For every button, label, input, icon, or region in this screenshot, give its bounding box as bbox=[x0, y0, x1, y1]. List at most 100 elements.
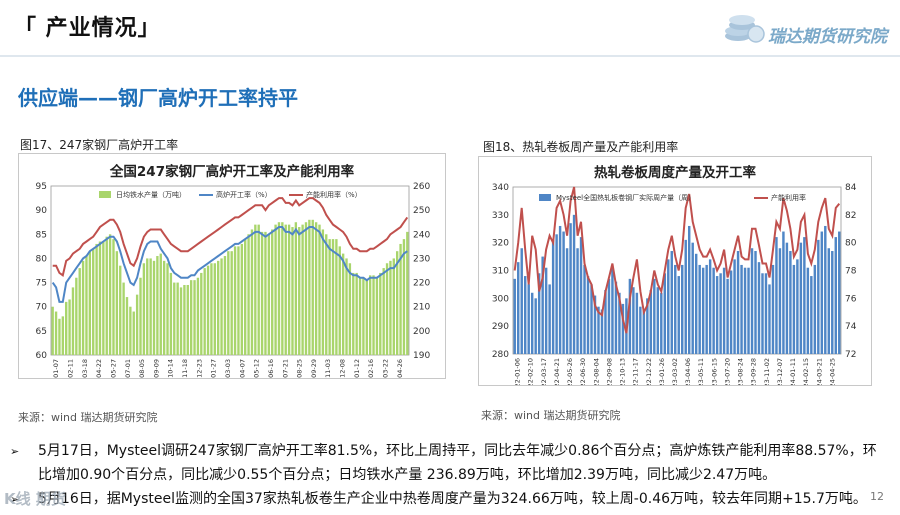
chart-bar bbox=[274, 224, 277, 355]
chart-bar bbox=[186, 284, 189, 355]
y-right-tick-label: 210 bbox=[413, 303, 430, 313]
y-left-tick-label: 320 bbox=[492, 239, 509, 249]
x-tick-label: 2022-02-11 bbox=[66, 359, 74, 378]
chart-title: 全国247家钢厂高炉开工率及产能利用率 bbox=[109, 163, 355, 180]
chart-bar bbox=[399, 243, 402, 355]
chart-bar bbox=[115, 251, 119, 355]
chart-bar bbox=[708, 259, 712, 354]
x-tick-label: 2022-02-10 bbox=[527, 358, 535, 385]
chart-bar bbox=[125, 297, 129, 355]
chart-bar bbox=[341, 253, 345, 355]
y-left-tick-label: 85 bbox=[36, 230, 47, 240]
chart-bar bbox=[368, 275, 372, 355]
chart-bar bbox=[95, 243, 98, 355]
y-right-tick-label: 190 bbox=[413, 351, 430, 361]
x-tick-label: 2023-11-03 bbox=[324, 359, 332, 378]
chart-bar bbox=[78, 268, 81, 355]
chart-bar bbox=[237, 246, 240, 355]
x-tick-label: 2022-10-14 bbox=[167, 359, 175, 378]
chart-bar bbox=[189, 280, 193, 355]
x-tick-label: 2023-11-02 bbox=[763, 358, 771, 385]
chart-bar bbox=[586, 276, 590, 354]
chart-bar bbox=[572, 214, 576, 354]
x-tick-label: 2023-06-15 bbox=[710, 358, 718, 385]
x-tick-label: 2024-02-15 bbox=[802, 358, 810, 385]
chart-bar bbox=[311, 219, 314, 355]
chart-bar bbox=[314, 222, 318, 355]
chart-bar bbox=[743, 267, 747, 354]
chart-bar bbox=[611, 267, 614, 354]
chart-bar bbox=[142, 263, 146, 355]
chart-bar bbox=[321, 229, 325, 355]
chart-bar bbox=[607, 278, 611, 354]
y-right-tick-label: 260 bbox=[413, 182, 430, 192]
bullet-item: ➢ 5月17日，Mysteel调研247家钢厂高炉开工率81.5%，环比上周持平… bbox=[10, 439, 890, 487]
chart-bar bbox=[792, 264, 796, 354]
chart-bar bbox=[754, 251, 757, 354]
chart-bar bbox=[824, 225, 827, 354]
page-header-title: 「 产业情况」 bbox=[14, 16, 161, 41]
y-right-tick-label: 250 bbox=[413, 206, 430, 216]
x-tick-label: 2023-08-25 bbox=[296, 359, 304, 378]
header-divider bbox=[0, 55, 900, 57]
chart-bar bbox=[775, 237, 778, 354]
brand-logo: 瑞达期货研究院 bbox=[722, 10, 892, 47]
x-tick-label: 2023-03-02 bbox=[671, 358, 679, 385]
y-left-tick-label: 300 bbox=[492, 294, 509, 304]
arrow-bullet-icon: ➢ bbox=[10, 493, 20, 506]
chart-bar bbox=[54, 311, 58, 355]
chart-bar bbox=[139, 277, 142, 355]
bullet-list: ➢ 5月17日，Mysteel调研247家钢厂高炉开工率81.5%，环比上周持平… bbox=[10, 439, 890, 512]
arrow-bullet-icon: ➢ bbox=[10, 445, 20, 458]
chart-bar bbox=[642, 309, 646, 354]
hot-rolled-coil-chart-svg: 热轧卷板周度产量及开工率 280 290 300 310 320 330 340 72 74 76 7… bbox=[492, 164, 857, 396]
chart-bar bbox=[649, 289, 653, 354]
chart-bar bbox=[308, 219, 311, 355]
chart-bar bbox=[558, 225, 562, 354]
chart-bar bbox=[173, 282, 176, 355]
blast-furnace-chart-svg: 全国247家钢厂高炉开工率及产能利用率 60 65 70 75 80 85 90 95 190 20… bbox=[36, 163, 431, 397]
x-tick-label: 2024-03-22 bbox=[382, 359, 390, 378]
chart-bar bbox=[389, 260, 392, 355]
series-line-1 bbox=[51, 226, 408, 303]
chart-bar bbox=[196, 277, 200, 355]
chart-bar bbox=[406, 231, 409, 355]
chart-bar bbox=[569, 223, 572, 354]
x-tick-label: 2023-12-08 bbox=[339, 359, 347, 378]
x-tick-label: 2024-03-21 bbox=[815, 358, 823, 385]
x-tick-label: 2024-04-25 bbox=[828, 358, 836, 385]
chart-bar bbox=[105, 236, 108, 355]
legend-label: Mysteel全国热轧板卷钢厂实际周产量（周） bbox=[556, 193, 695, 202]
y-left-tick-label: 95 bbox=[36, 182, 47, 192]
y-left-tick-label: 80 bbox=[36, 254, 48, 264]
chart-bar bbox=[287, 224, 291, 355]
x-tick-label: 2022-01-07 bbox=[52, 359, 60, 378]
chart-bar bbox=[65, 301, 68, 355]
chart-bar bbox=[385, 263, 389, 355]
chart-bar bbox=[691, 242, 694, 354]
chart-bar bbox=[358, 277, 362, 355]
chart-bar bbox=[736, 251, 740, 354]
y-left-tick-label: 290 bbox=[492, 322, 509, 332]
chart-bar bbox=[193, 280, 196, 355]
y-left-tick-label: 310 bbox=[492, 267, 509, 277]
hot-rolled-coil-chart: 热轧卷板周度产量及开工率 280 290 300 310 320 330 340 72 74 76 7… bbox=[478, 156, 872, 396]
y-right-tick-label: 220 bbox=[413, 279, 430, 289]
chart-bar bbox=[590, 284, 593, 354]
series-line-1 bbox=[513, 186, 841, 334]
chart-bar bbox=[785, 242, 789, 354]
x-tick-label: 2023-03-03 bbox=[224, 359, 232, 378]
chart-bar bbox=[628, 278, 632, 354]
chart-bar bbox=[112, 239, 115, 355]
chart-bar bbox=[520, 248, 523, 354]
chart-bar bbox=[838, 231, 841, 354]
x-tick-label: 2022-05-26 bbox=[566, 358, 574, 385]
legend-label: 高炉开工率（%） bbox=[216, 190, 272, 199]
chart-bar bbox=[176, 282, 179, 355]
chart-bar bbox=[789, 251, 792, 354]
chart-bar bbox=[757, 262, 761, 354]
chart-bar bbox=[810, 276, 813, 354]
chart-bar bbox=[51, 306, 54, 355]
chart-bar bbox=[375, 277, 379, 355]
chart-bar bbox=[331, 239, 335, 355]
